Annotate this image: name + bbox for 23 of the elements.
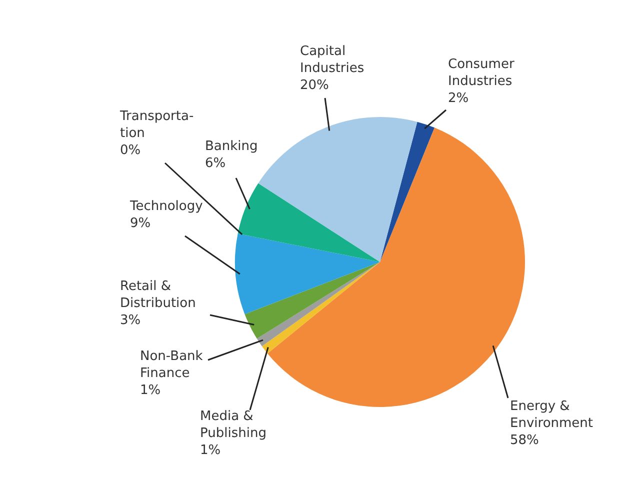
slice-label: Technology: [129, 199, 204, 214]
pie-slice: [380, 122, 435, 262]
data-label: 1%: [200, 443, 221, 458]
pie-slice: [238, 183, 380, 262]
data-label: 2%: [448, 91, 469, 106]
pie-slice: [244, 262, 380, 339]
text: 0%: [120, 143, 141, 158]
data-label: 1%: [140, 383, 161, 398]
pie-slice: [235, 234, 380, 314]
slice-label: Media & Publishing: [200, 409, 266, 441]
slice-label: Non-Bank Finance: [140, 349, 204, 381]
pie-slice: [258, 117, 418, 262]
data-label: 9%: [130, 216, 151, 231]
data-label: 58%: [510, 433, 539, 448]
category-label: Transporta- tion: [120, 109, 194, 141]
data-label: 6%: [205, 156, 226, 171]
slice-label: Capital Industries: [300, 44, 364, 76]
data-label: 3%: [120, 313, 141, 328]
slice-label: Banking: [205, 139, 258, 154]
slice-label: Energy & Environment: [510, 399, 594, 431]
slice-label: Retail & Distribution: [120, 279, 196, 311]
data-label: 20%: [300, 78, 329, 93]
slice-label: Consumer Industries: [448, 57, 515, 89]
